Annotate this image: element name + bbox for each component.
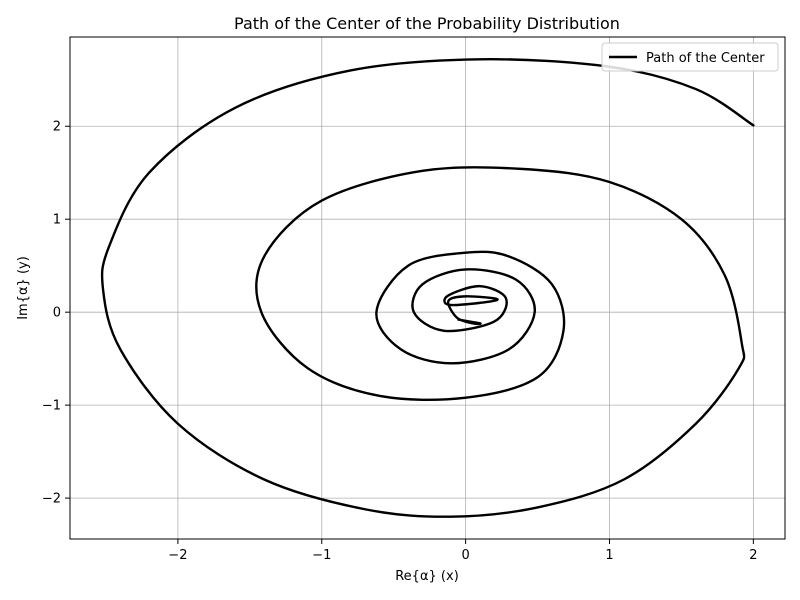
x-tick-label-2: 0 (461, 548, 469, 563)
x-tick-label-1: −1 (312, 548, 331, 563)
x-axis-label: Re{α} (x) (395, 569, 459, 584)
axes-frame (69, 36, 786, 540)
x-tick-label-0: −2 (168, 548, 187, 563)
grid-lines (70, 37, 785, 539)
x-tick-label-3: 1 (605, 548, 613, 563)
y-tick-label-1: −1 (42, 399, 61, 414)
legend-entry-path-of-the-center: Path of the Center (646, 51, 765, 66)
ticks: −2 −1 0 1 2 −2 −1 0 1 2 (42, 120, 758, 563)
y-tick-label-0: −2 (42, 492, 61, 507)
series-line-path-of-the-center (100, 58, 755, 518)
y-tick-label-4: 2 (53, 120, 61, 135)
legend: Path of the Center (601, 42, 779, 72)
chart-title: Path of the Center of the Probability Di… (234, 14, 620, 33)
series-layer (100, 58, 755, 518)
plot-frame (69, 36, 786, 540)
y-tick-label-2: 0 (53, 306, 61, 321)
legend-box (601, 42, 779, 72)
x-tick-label-4: 2 (749, 548, 757, 563)
y-tick-label-3: 1 (53, 213, 61, 228)
y-axis-label: Im{α} (y) (16, 256, 31, 320)
